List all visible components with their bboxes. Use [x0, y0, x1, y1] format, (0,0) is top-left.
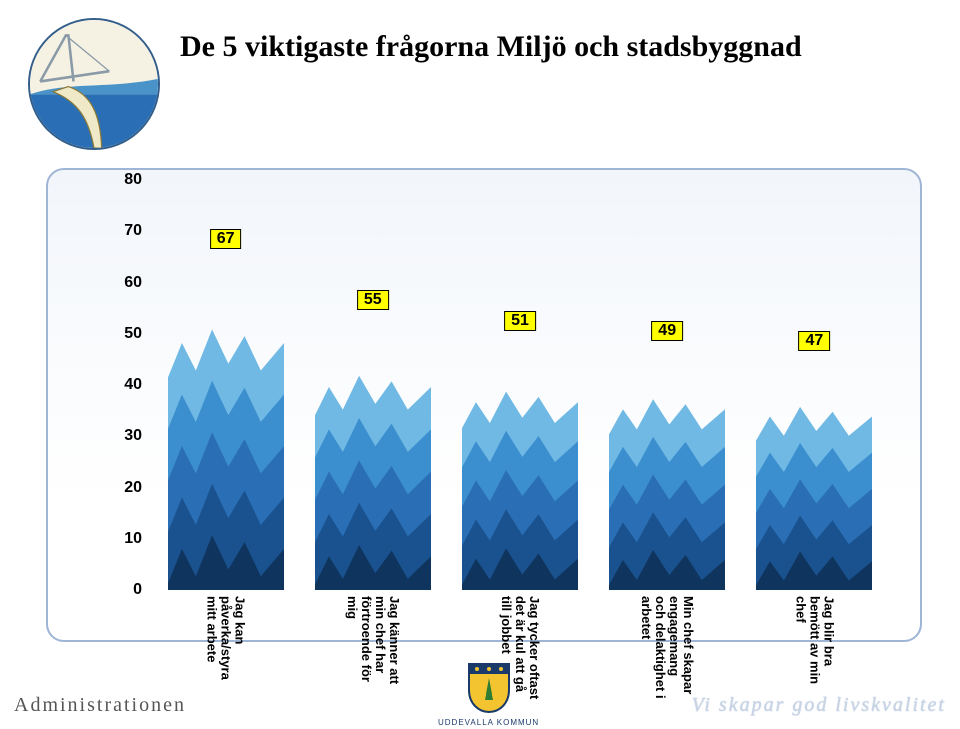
bar-fill: [756, 349, 872, 590]
y-tick: 0: [133, 581, 142, 599]
y-tick: 30: [124, 427, 142, 445]
bar-value-label: 67: [210, 229, 242, 249]
category-label: Jag kan påverka/styra mitt arbete: [205, 596, 247, 680]
category-label: Jag blir bra bemött av min chef: [793, 596, 835, 684]
footer-left: Administrationen: [14, 694, 186, 717]
y-tick: 20: [124, 479, 142, 497]
bar-slot: 67Jag kan påverka/styra mitt arbete: [152, 180, 299, 590]
y-tick: 60: [124, 274, 142, 292]
bar: 51: [462, 329, 578, 590]
bar-value-label: 49: [651, 321, 683, 341]
bar-fill: [168, 247, 284, 590]
bar-fill: [609, 339, 725, 590]
kommun-label: UDDEVALLA KOMMUN: [438, 718, 539, 727]
category-label: Min chef skapar engagemang och delaktigh…: [639, 596, 695, 699]
y-tick: 10: [124, 530, 142, 548]
bar-fill: [462, 329, 578, 590]
bar: 47: [756, 349, 872, 590]
bar-value-label: 55: [357, 290, 389, 310]
bar-value-label: 47: [798, 331, 830, 351]
logo: [28, 18, 160, 150]
chart-panel: 0 10 20 30 40 50 60 70 80 67Jag kan påverka/styr…: [46, 168, 922, 642]
bar-slot: 51Jag tycker oftast det är kul att gå ti…: [446, 180, 593, 590]
bar-value-label: 51: [504, 311, 536, 331]
y-axis: 01020304050607080: [118, 180, 142, 590]
bar: 49: [609, 339, 725, 590]
category-label: Jag känner att min chef har förtroende f…: [345, 596, 401, 684]
bars-container: 67Jag kan påverka/styra mitt arbete55Jag…: [152, 180, 888, 590]
bar-slot: 49Min chef skapar engagemang och delakti…: [594, 180, 741, 590]
footer-right: Vi skapar god livskvalitet: [692, 694, 946, 717]
bar: 55: [315, 308, 431, 590]
page-title: De 5 viktigaste frågorna Miljö och stads…: [180, 30, 802, 64]
bar-fill: [315, 308, 431, 590]
kommun-logo: UDDEVALLA KOMMUN: [438, 660, 539, 727]
bar-slot: 47Jag blir bra bemött av min chef: [741, 180, 888, 590]
bar: 67: [168, 247, 284, 590]
y-tick: 40: [124, 376, 142, 394]
y-tick: 50: [124, 325, 142, 343]
bar-slot: 55Jag känner att min chef har förtroende…: [299, 180, 446, 590]
y-tick: 80: [124, 171, 142, 189]
plot-area: 01020304050607080 67Jag kan påverka/styr…: [118, 180, 888, 590]
y-tick: 70: [124, 222, 142, 240]
